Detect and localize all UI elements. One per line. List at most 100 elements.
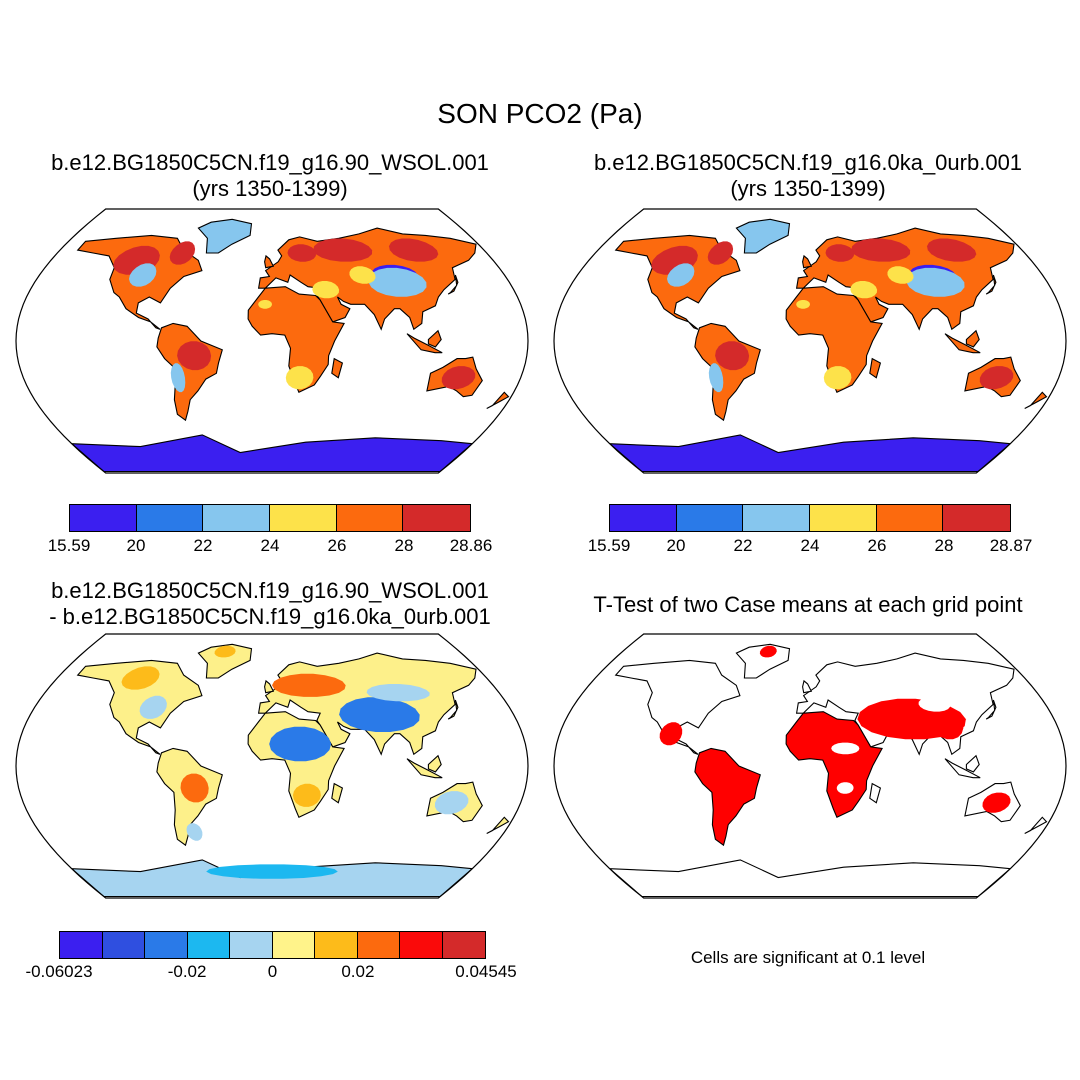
land-greenland [197,643,253,679]
colorbar-swatch [145,932,188,958]
value-region [170,363,186,393]
colorbar-case1 [69,504,471,532]
colorbar-tick-label: 28 [394,536,414,555]
land-greenland [735,643,791,679]
land-indonesia [944,333,981,354]
value-region [312,281,340,299]
colorbar-swatch [943,505,1010,531]
land-borneo [965,329,980,348]
colorbar-tick-label: 24 [800,536,820,555]
value-region [825,244,855,262]
panel-3-title-line2: - b.e12.BG1850C5CN.f19_g16.0ka_0urb.001 [49,604,491,629]
value-region [707,241,734,265]
colorbar-tick-label: 24 [260,536,280,555]
land-madagascar [331,357,344,379]
map-ttest [553,633,1067,899]
value-region [269,726,332,762]
land-layer [608,218,1048,473]
panel-3-title-line1: b.e12.BG1850C5CN.f19_g16.90_WSOL.001 [51,578,489,603]
land-layer [608,643,1048,898]
value-region [667,263,695,287]
value-region [831,742,860,755]
land-borneo [427,329,442,348]
value-region [368,267,427,297]
value-region [366,684,430,702]
colorbar-swatch [269,505,337,531]
value-region [139,695,167,719]
land-japan [447,699,459,720]
value-region [129,263,157,287]
colorbar-swatch [357,932,400,958]
colorbar-tick-label: -0.06023 [25,962,93,981]
value-region [434,791,469,815]
colorbar-tick-label: 0 [267,962,278,981]
value-region [177,341,212,371]
land-japan [985,274,997,295]
map-frame [15,633,529,899]
land-borneo [427,754,442,773]
colorbar-tick-label: 26 [327,536,347,555]
value-region [121,666,160,690]
value-region [287,244,317,262]
colorbar-difference [59,931,486,959]
map-frame [553,208,1067,474]
colorbar-swatch [336,505,404,531]
panel-2-title-line2: (yrs 1350-1399) [730,176,886,201]
colorbar-swatch [136,505,204,531]
colorbar-swatch [230,932,273,958]
colorbar-swatch [315,932,358,958]
value-region [851,238,911,262]
map-frame [15,208,529,474]
value-region [708,363,724,393]
colorbar-case1-labels: 15.59 20 22 24 26 28 28.86 [48,536,493,558]
panel-2-title-line1: b.e12.BG1850C5CN.f19_g16.0ka_0urb.001 [593,150,1023,175]
land-africa [247,286,345,394]
value-region [887,266,914,284]
value-region [169,241,196,265]
value-region [292,783,321,807]
colorbar-tick-label: 26 [867,536,887,555]
colorbar-swatch [403,505,470,531]
value-region [918,697,950,712]
colorbar-swatch [743,505,810,531]
value-region [823,366,852,390]
value-region [796,300,810,309]
colorbar-swatch [809,505,877,531]
value-region [715,341,750,371]
value-region [982,792,1011,813]
colorbar-difference-labels: -0.06023 -0.02 0 0.02 0.04545 [25,962,516,984]
panel-4-title: T-Test of two Case means at each grid po… [593,592,1023,617]
land-nz [1024,391,1048,409]
value-region [180,773,209,803]
land-indonesia [406,333,443,354]
colorbar-case2-labels: 15.59 20 22 24 26 28 28.87 [588,536,1033,558]
land-antarctica [608,859,1012,898]
land-northAmerica [76,659,203,755]
colorbar-tick-label: 28 [934,536,954,555]
value-region [850,281,878,299]
panel-1-title-line2: (yrs 1350-1399) [192,176,348,201]
map-case2 [553,208,1067,474]
value-region [929,704,964,740]
value-region [759,645,777,658]
land-japan [447,274,459,295]
value-region [272,673,346,697]
land-africa [785,286,883,394]
land-greenland [197,218,253,254]
colorbar-tick-label: 28.86 [449,536,493,555]
colorbar-swatch [676,505,744,531]
land-northAmerica [614,659,741,755]
colorbar-tick-label: 22 [733,536,753,555]
value-region [339,697,420,732]
panel-2-title: b.e12.BG1850C5CN.f19_g16.0ka_0urb.001 (y… [548,150,1068,202]
land-japan [985,699,997,720]
colorbar-swatch [442,932,485,958]
land-nz [486,391,510,409]
map-frame [553,633,1067,899]
colorbar-swatch [102,932,145,958]
colorbar-tick-label: 0.04545 [455,962,517,981]
value-region [285,366,314,390]
panel-3-title: b.e12.BG1850C5CN.f19_g16.90_WSOL.001 - b… [10,578,530,630]
land-indonesia [944,758,981,779]
land-uk [802,254,813,269]
